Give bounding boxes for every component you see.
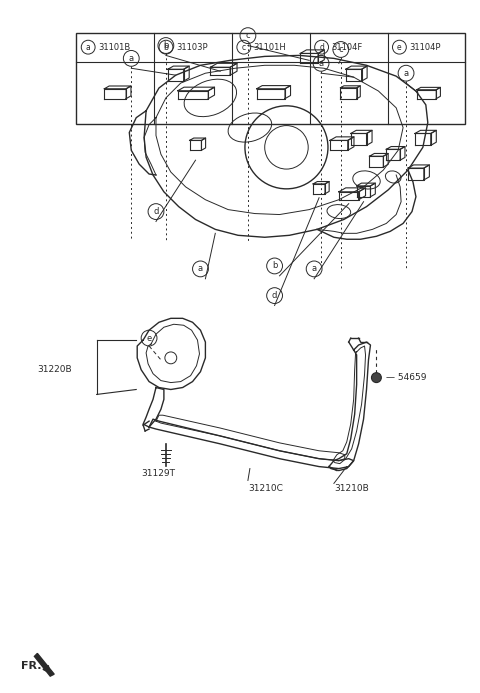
Text: 31210C: 31210C — [248, 484, 283, 493]
Text: 31103P: 31103P — [176, 43, 207, 52]
Text: 31104P: 31104P — [409, 43, 441, 52]
Text: 31101H: 31101H — [253, 43, 287, 52]
Circle shape — [372, 373, 381, 383]
Bar — [76, 33, 466, 124]
Text: a: a — [198, 265, 203, 274]
Polygon shape — [35, 653, 54, 676]
Text: d: d — [272, 291, 277, 300]
Text: c: c — [338, 45, 343, 54]
Text: e: e — [397, 43, 402, 52]
Text: 31220B: 31220B — [37, 365, 72, 374]
Text: d: d — [153, 207, 159, 216]
Text: a: a — [312, 265, 317, 274]
Text: c: c — [246, 31, 250, 40]
Text: 31101B: 31101B — [98, 43, 130, 52]
Text: b: b — [163, 41, 168, 50]
Text: — 54659: — 54659 — [386, 373, 427, 382]
Text: FR.: FR. — [21, 661, 41, 672]
Text: a: a — [129, 54, 134, 63]
Text: d: d — [319, 43, 324, 52]
Text: a: a — [86, 43, 91, 52]
Text: c: c — [242, 43, 246, 52]
Text: a: a — [319, 59, 324, 68]
Text: e: e — [146, 333, 152, 342]
Text: 31210B: 31210B — [334, 484, 369, 493]
Text: b: b — [272, 261, 277, 270]
Text: 31104F: 31104F — [332, 43, 363, 52]
Text: 31129T: 31129T — [141, 469, 175, 478]
Text: a: a — [404, 69, 408, 78]
Text: b: b — [164, 43, 168, 52]
